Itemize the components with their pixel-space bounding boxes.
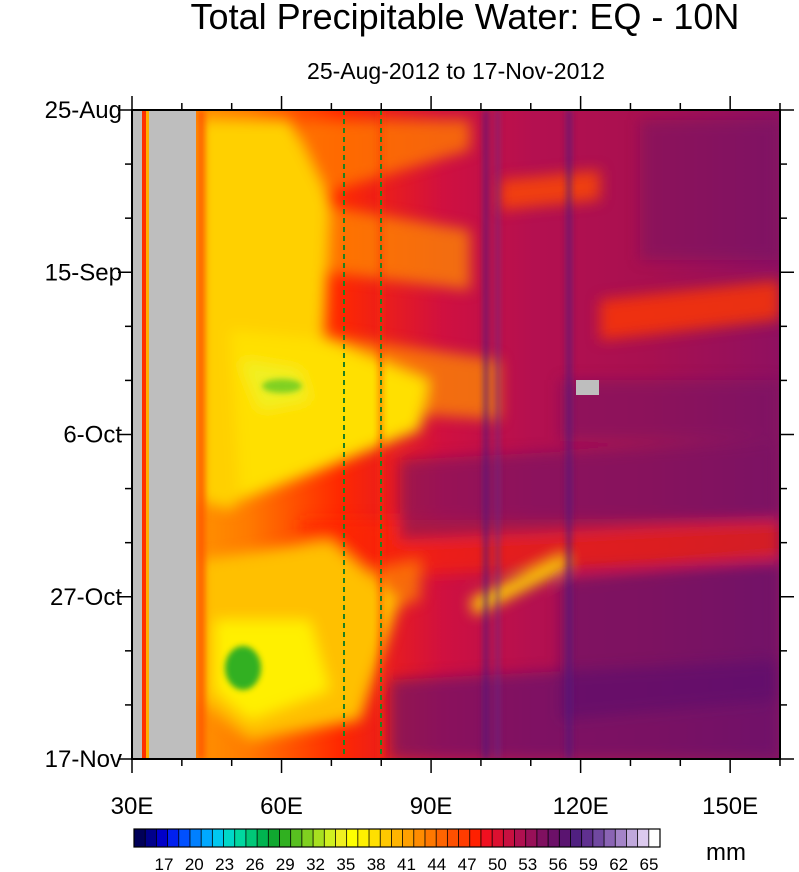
colorbar-swatch	[536, 829, 549, 847]
colorbar-label: 26	[245, 855, 264, 872]
y-tick-label: 25-Aug	[45, 97, 122, 124]
colorbar-swatch	[380, 829, 392, 847]
colorbar-swatch	[447, 829, 459, 847]
colorbar-swatch	[637, 829, 650, 847]
colorbar-swatch	[156, 829, 168, 847]
y-axis: 25-Aug 15-Sep 6-Oct 27-Oct 17-Nov	[45, 97, 794, 773]
colorbar-swatch	[469, 829, 482, 847]
x-tick-label: 150E	[702, 793, 758, 820]
colorbar-swatch	[592, 829, 605, 847]
colorbar: 17 20 23 26 29 32 35 38 41 44 47 50 53 56 59 62 65	[133, 828, 661, 872]
colorbar-unit: mm	[706, 839, 746, 866]
colorbar-swatch	[525, 829, 538, 847]
colorbar-swatch	[245, 829, 258, 847]
colorbar-swatch	[268, 829, 280, 847]
colorbar-label: 38	[367, 855, 386, 872]
colorbar-swatch	[458, 829, 471, 847]
colorbar-label: 53	[518, 855, 537, 872]
x-tick-label: 90E	[410, 793, 453, 820]
colorbar-swatch	[301, 829, 314, 847]
colorbar-swatch	[570, 829, 582, 847]
colorbar-swatch	[424, 829, 437, 847]
x-axis: 30E 60E 90E 120E 150E	[111, 96, 781, 820]
colorbar-label: 23	[215, 855, 234, 872]
colorbar-swatch	[290, 829, 303, 847]
colorbar-label: 41	[397, 855, 416, 872]
colorbar-swatch	[615, 829, 627, 847]
colorbar-label: 17	[155, 855, 174, 872]
colorbar-label: 44	[427, 855, 446, 872]
colorbar-swatch	[167, 829, 180, 847]
colorbar-swatch	[212, 829, 224, 847]
colorbar-label: 35	[336, 855, 355, 872]
colorbar-swatch	[234, 829, 247, 847]
colorbar-swatch	[436, 829, 448, 847]
precipitable-water-field	[132, 110, 780, 759]
colorbar-swatch	[201, 829, 213, 847]
colorbar-label: 62	[609, 855, 628, 872]
y-tick-label: 6-Oct	[63, 422, 122, 449]
colorbar-swatch	[279, 829, 291, 847]
colorbar-label: 20	[185, 855, 204, 872]
colorbar-label: 50	[488, 855, 507, 872]
colorbar-swatch	[391, 829, 403, 847]
colorbar-swatch	[145, 829, 157, 847]
y-tick-label: 17-Nov	[45, 746, 122, 773]
colorbar-swatch	[492, 829, 504, 847]
x-tick-label: 60E	[260, 793, 303, 820]
chart-subtitle: 25-Aug-2012 to 17-Nov-2012	[307, 58, 605, 84]
colorbar-swatch	[581, 829, 594, 847]
colorbar-label: 29	[276, 855, 295, 872]
colorbar-swatch	[402, 829, 415, 847]
colorbar-swatch	[257, 829, 269, 847]
colorbar-swatch	[559, 829, 571, 847]
colorbar-swatch	[604, 829, 616, 847]
colorbar-swatch	[357, 829, 370, 847]
colorbar-swatch	[548, 829, 560, 847]
colorbar-label: 32	[306, 855, 325, 872]
colorbar-label: 65	[640, 855, 659, 872]
y-tick-label: 15-Sep	[45, 259, 122, 286]
colorbar-swatch	[189, 829, 202, 847]
colorbar-swatch	[324, 829, 336, 847]
colorbar-swatch	[413, 829, 426, 847]
colorbar-swatch	[648, 829, 661, 847]
colorbar-swatch	[313, 829, 325, 847]
colorbar-swatch	[335, 829, 347, 847]
colorbar-swatch	[503, 829, 515, 847]
colorbar-swatch	[223, 829, 236, 847]
chart-title: Total Precipitable Water: EQ - 10N	[190, 0, 740, 37]
colorbar-frame	[133, 828, 661, 848]
colorbar-swatch	[346, 829, 359, 847]
colorbar-label: 47	[458, 855, 477, 872]
colorbar-swatch	[514, 829, 527, 847]
colorbar-swatch	[178, 829, 191, 847]
colorbar-swatch	[626, 829, 638, 847]
y-tick-label: 27-Oct	[50, 584, 122, 611]
colorbar-label: 56	[549, 855, 568, 872]
x-tick-label: 30E	[111, 793, 154, 820]
colorbar-swatch	[480, 829, 493, 847]
colorbar-swatch	[134, 829, 146, 847]
colorbar-swatch	[369, 829, 381, 847]
x-tick-label: 120E	[553, 793, 609, 820]
colorbar-label: 59	[579, 855, 598, 872]
